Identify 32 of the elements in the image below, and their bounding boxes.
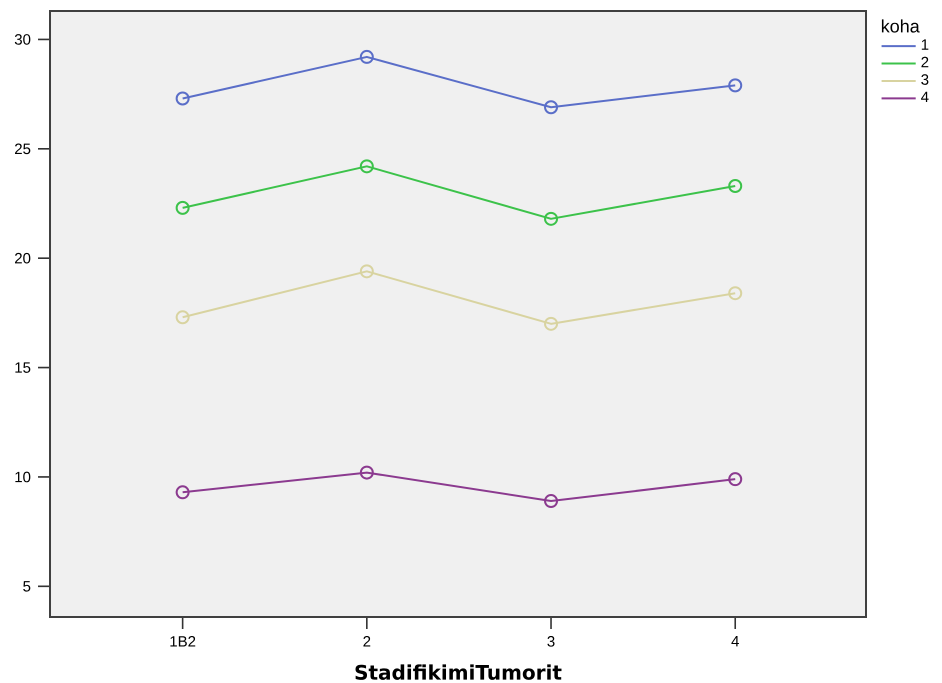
point — [360, 159, 374, 174]
legend-label: 4 — [921, 92, 929, 102]
legend-label: 3 — [921, 74, 928, 85]
point — [544, 100, 558, 114]
y-tick-label: 10 — [15, 472, 30, 482]
point — [728, 472, 742, 486]
point — [176, 310, 190, 324]
point — [176, 485, 190, 500]
x-tick-label: 4 — [731, 636, 739, 646]
y-tick-label: 5 — [23, 581, 30, 592]
legend-label: 1 — [922, 39, 928, 50]
legend-title: koha — [882, 19, 920, 33]
x-tick-label: 2 — [363, 636, 370, 647]
point — [728, 286, 742, 300]
point — [176, 92, 190, 106]
x-axis-title: StadifikimiTumorit — [356, 664, 562, 680]
y-tick-label: 20 — [15, 252, 30, 264]
point — [728, 78, 742, 92]
point — [544, 316, 558, 331]
point — [360, 466, 374, 480]
point — [360, 264, 374, 278]
x-tick-label: 1B2 — [170, 636, 196, 647]
point — [544, 494, 558, 508]
y-tick-label: 15 — [15, 362, 30, 373]
y-tick-label: 30 — [14, 34, 30, 45]
point — [544, 212, 558, 226]
point — [176, 200, 190, 215]
x-tick-label: 3 — [547, 636, 555, 647]
point — [728, 179, 742, 194]
legend-label: 2 — [921, 56, 928, 68]
y-tick-label: 25 — [15, 144, 30, 154]
point — [360, 50, 374, 64]
